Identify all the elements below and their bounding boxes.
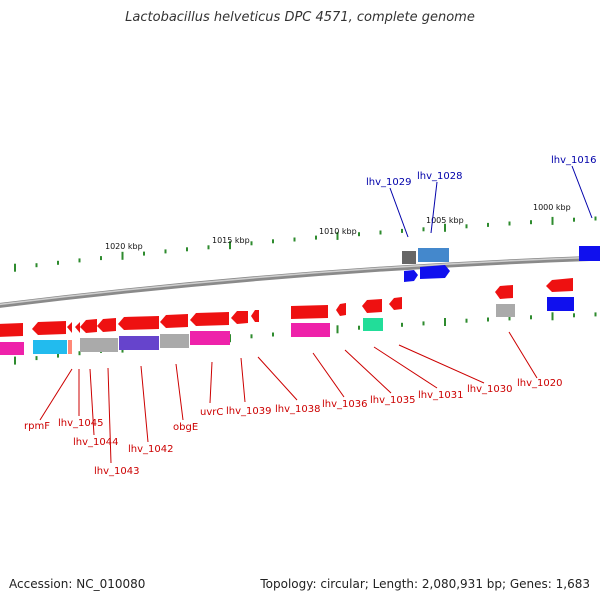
feature-magenta-1036[interactable] — [291, 323, 330, 337]
accession-text: Accession: NC_010080 — [9, 577, 146, 591]
lower-leader-lines — [39, 331, 538, 464]
lower-features-secondary — [0, 297, 574, 355]
label-lhv-1035[interactable]: lhv_1035 — [370, 395, 415, 406]
label-lhv-1044[interactable]: lhv_1044 — [73, 437, 118, 448]
topology-text: Topology: circular; Length: 2,080,931 bp… — [260, 577, 590, 591]
feature-blue-arrow-1[interactable] — [404, 270, 418, 282]
scale-label-1005: 1005 kbp — [426, 216, 464, 225]
feature-lhv-1016-blue[interactable] — [579, 246, 600, 261]
feature-blue-arrow-2[interactable] — [420, 265, 450, 279]
feature-red-arrow-1031[interactable] — [389, 297, 402, 310]
feature-red-arrow-uvrC[interactable] — [190, 312, 229, 326]
scale-label-1015: 1015 kbp — [212, 236, 250, 245]
genome-title: Lactobacillus helveticus DPC 4571, compl… — [125, 10, 475, 25]
upper-leader-lines — [389, 165, 593, 238]
label-lhv-1020[interactable]: lhv_1020 — [517, 378, 562, 389]
upper-scale-ticks — [14, 216, 597, 272]
label-lhv-1030[interactable]: lhv_1030 — [467, 384, 512, 395]
feature-lhv-1029-gray[interactable] — [402, 251, 416, 264]
feature-magenta-uvrC[interactable] — [190, 331, 230, 345]
feature-red-arrow-1036[interactable] — [291, 305, 328, 319]
label-lhv-1031[interactable]: lhv_1031 — [418, 390, 463, 401]
feature-gray-1030[interactable] — [496, 304, 515, 317]
lower-features-primary — [0, 278, 573, 337]
feature-blue-1020[interactable] — [547, 297, 574, 311]
feature-red-arrow-1039[interactable] — [231, 311, 248, 324]
label-uvrC[interactable]: uvrC — [200, 407, 223, 418]
feature-magenta-0[interactable] — [0, 342, 24, 355]
feature-gray-1043[interactable] — [80, 338, 118, 352]
feature-gray-obgE[interactable] — [160, 334, 189, 348]
genome-backbone — [0, 255, 600, 308]
label-lhv-1043[interactable]: lhv_1043 — [94, 466, 139, 477]
feature-lhv-1028-steel[interactable] — [418, 248, 449, 262]
feature-red-arrow-1045[interactable] — [32, 321, 66, 335]
label-obgE[interactable]: obgE — [173, 422, 198, 433]
label-rpmF[interactable]: rpmF — [24, 421, 50, 432]
label-lhv-1045[interactable]: lhv_1045 — [58, 418, 103, 429]
label-lhv-1028[interactable]: lhv_1028 — [417, 171, 462, 182]
scale-label-1010: 1010 kbp — [319, 227, 357, 236]
feature-salmon-1045[interactable] — [68, 340, 72, 354]
feature-cyan-1045[interactable] — [33, 340, 67, 354]
feature-red-arrow-1030[interactable] — [495, 285, 513, 299]
label-lhv-1042[interactable]: lhv_1042 — [128, 444, 173, 455]
label-lhv-1029[interactable]: lhv_1029 — [366, 177, 411, 188]
upper-features — [402, 246, 600, 282]
feature-green-1035[interactable] — [363, 318, 383, 331]
feature-red-arrow-1038[interactable] — [251, 310, 259, 322]
feature-red-arrow-1044a[interactable] — [67, 322, 72, 333]
label-lhv-1038[interactable]: lhv_1038 — [275, 404, 320, 415]
genome-backbone-highlight — [0, 256, 600, 306]
feature-red-arrow-1035b[interactable] — [362, 299, 382, 313]
label-lhv-1036[interactable]: lhv_1036 — [322, 399, 367, 410]
scale-label-1020: 1020 kbp — [105, 242, 143, 251]
feature-red-arrow-1042a[interactable] — [97, 318, 116, 332]
feature-purple-1042[interactable] — [119, 336, 159, 350]
feature-red-arrow-1020[interactable] — [546, 278, 573, 292]
feature-red-arrow-1044b[interactable] — [75, 322, 80, 333]
feature-red-arrow-1035a[interactable] — [336, 303, 346, 316]
scale-label-1000: 1000 kbp — [533, 203, 571, 212]
label-lhv-1016[interactable]: lhv_1016 — [551, 155, 596, 166]
label-lhv-1039[interactable]: lhv_1039 — [226, 406, 271, 417]
feature-rpmF-red[interactable] — [0, 323, 23, 337]
feature-red-arrow-1042b[interactable] — [118, 316, 159, 330]
feature-red-arrow-obgE[interactable] — [160, 314, 188, 328]
feature-red-arrow-1043[interactable] — [80, 319, 97, 333]
